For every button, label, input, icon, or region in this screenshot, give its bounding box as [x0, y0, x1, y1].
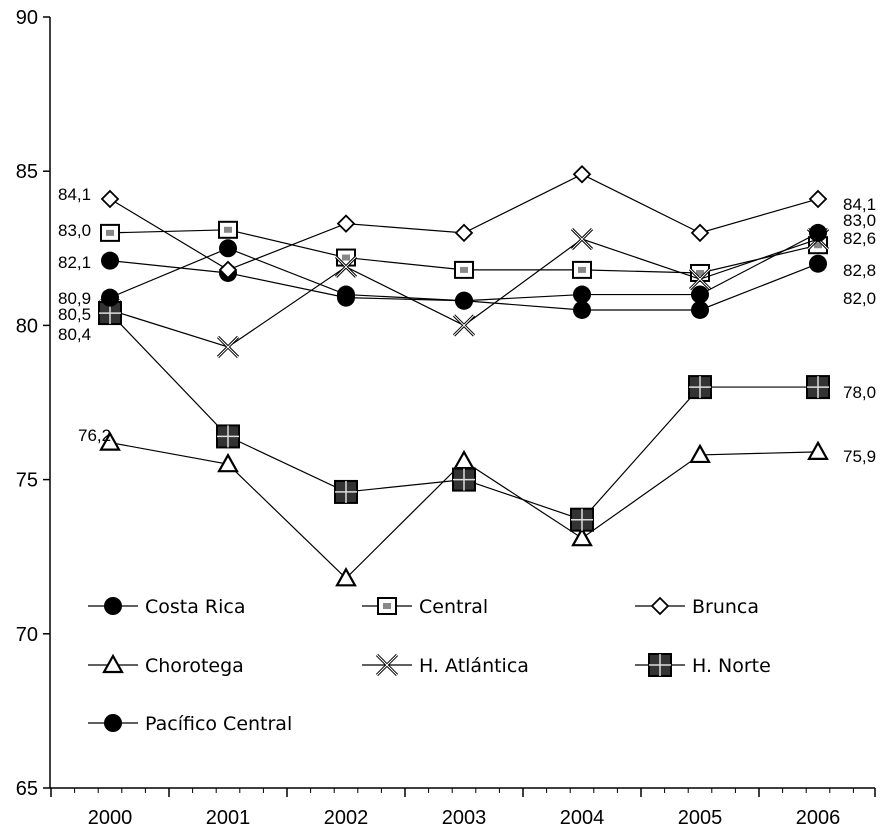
circle-marker [691, 285, 709, 304]
series [98, 301, 830, 532]
legend-label: Costa Rica [145, 596, 246, 618]
square-marker-core [342, 254, 350, 261]
x-tick-label: 2003 [442, 807, 487, 829]
x-marker-inner [335, 256, 357, 278]
data-label-left: 83,0 [58, 221, 91, 240]
square-marker-core [460, 266, 468, 273]
legend-item: Costa Rica [84, 589, 274, 621]
triangle-marker [102, 653, 124, 674]
legend-item: H. Atlántica [358, 648, 571, 680]
diamond-marker [690, 223, 710, 243]
triangle-marker [453, 449, 475, 470]
y-tick-label: 80 [16, 315, 38, 337]
triangle-marker [571, 526, 593, 547]
circle-marker [455, 291, 473, 310]
series [101, 223, 827, 310]
triangle-marker [99, 431, 121, 451]
axes [49, 17, 875, 789]
y-tick-label: 70 [16, 624, 38, 646]
series-line [109, 173, 819, 271]
data-label-left: 80,9 [58, 289, 91, 308]
x-tick-label: 2004 [560, 807, 605, 829]
series [100, 220, 828, 282]
data-label-right: 78,0 [843, 383, 876, 402]
data-label-right: 82,6 [843, 229, 876, 248]
legend-label: Pacífico Central [145, 713, 292, 735]
series-group [98, 165, 830, 587]
legend-background [358, 648, 571, 680]
diamond-marker [100, 189, 120, 209]
legend-item: Chorotega [84, 648, 263, 680]
data-label-left: 82,1 [58, 253, 91, 272]
circle-marker [101, 288, 119, 307]
square-marker-core [696, 269, 704, 276]
square-marker-core [383, 603, 391, 609]
data-label-left: 84,1 [58, 185, 91, 204]
triangle-marker [689, 443, 711, 464]
x-marker-inner [689, 268, 711, 290]
square-marker-core [106, 229, 114, 236]
series [100, 165, 828, 280]
data-label-left: 80,5 [58, 305, 91, 324]
x-tick-label: 2001 [206, 807, 251, 829]
legend-item: Pacífico Central [84, 706, 343, 738]
data-label-left: 80,4 [58, 325, 91, 344]
diamond-marker [454, 223, 474, 243]
x-ticks: 2000 2001 2002 2003 2004 2005 2006 [50, 788, 876, 829]
circle-marker [809, 223, 827, 242]
data-label-left: 76,2 [78, 426, 111, 445]
y-tick-label: 90 [16, 7, 38, 29]
legend: Costa Rica Central Brunca Chorotega H. Atlán… [84, 589, 798, 738]
legend-label: Central [419, 596, 488, 618]
diamond-marker [808, 189, 828, 209]
x-marker-inner [376, 654, 398, 676]
series [99, 431, 829, 587]
triangle-marker [217, 452, 239, 473]
circle-marker [337, 285, 355, 304]
circle-marker [101, 251, 119, 270]
legend-label: H. Atlántica [419, 655, 529, 677]
x-tick-label: 2002 [324, 807, 369, 829]
circle-marker [573, 300, 591, 319]
data-labels: 84,1 83,0 82,1 80,9 80,5 80,4 76,2 84,1 … [58, 185, 876, 466]
x-tick-label: 2000 [88, 807, 133, 829]
x-tick-label: 2005 [678, 807, 723, 829]
legend-label: Chorotega [145, 655, 244, 677]
circle-marker [809, 254, 827, 273]
triangle-marker [807, 440, 829, 460]
data-label-right: 83,0 [843, 211, 876, 230]
x-tick-label: 2006 [796, 807, 841, 829]
legend-item: Brunca [631, 589, 775, 621]
data-label-right: 75,9 [843, 447, 876, 466]
circle-marker [104, 597, 122, 615]
legend-label: H. Norte [692, 655, 771, 677]
square-marker-core [814, 242, 822, 249]
diamond-marker [336, 214, 356, 233]
diamond-marker [572, 165, 592, 184]
circle-marker [691, 300, 709, 319]
y-tick-label: 75 [16, 470, 38, 492]
triangle-marker [335, 567, 357, 587]
x-marker-inner [453, 315, 475, 336]
circle-marker [219, 239, 237, 258]
data-label-right: 84,1 [843, 195, 876, 214]
square-marker-core [578, 266, 586, 273]
y-ticks: 65 70 75 80 85 90 [16, 7, 50, 800]
legend-label: Brunca [692, 596, 759, 618]
circle-marker [104, 714, 122, 732]
y-tick-label: 65 [16, 778, 38, 800]
data-label-right: 82,0 [843, 289, 876, 308]
diamond-marker [218, 260, 238, 280]
x-marker-inner [571, 228, 593, 250]
data-label-right: 82,8 [843, 261, 876, 280]
square-marker-core [224, 226, 232, 233]
y-tick-label: 85 [16, 161, 38, 183]
legend-background [84, 706, 343, 738]
x-marker-inner [217, 336, 239, 358]
legend-item: Central [358, 589, 514, 621]
circle-marker [573, 285, 591, 304]
diamond-marker [650, 596, 670, 616]
legend-item: H. Norte [631, 648, 798, 680]
